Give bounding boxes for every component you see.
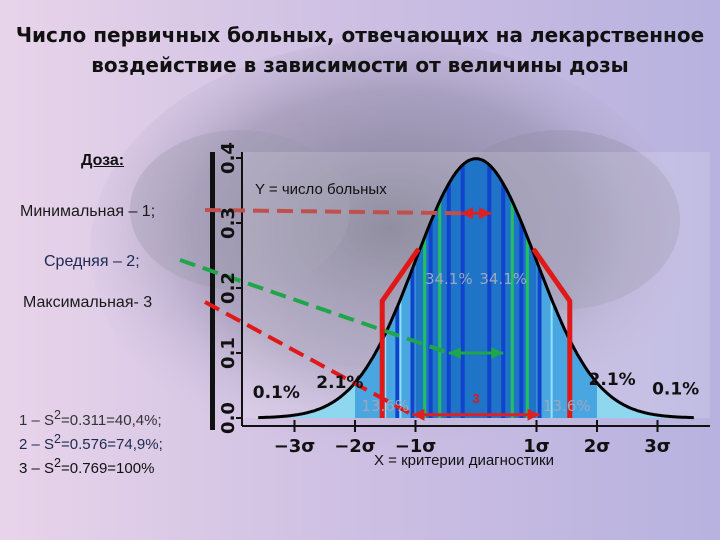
x-tick-label: −2σ (334, 436, 376, 457)
chart-title: Число первичных больных, отвечающих на л… (0, 20, 720, 80)
region-label: 13.6% (543, 397, 591, 415)
tick-labels: 0.0 0.1 0.2 0.3 0.4 −3σ −2σ −1σ 1σ 2σ 3σ (218, 142, 671, 457)
dose-maximal: Максимальная- 3 (23, 294, 153, 311)
x-tick-label: 3σ (644, 436, 671, 457)
max-dose-edge-right (531, 247, 573, 418)
y-axis-label: Y = число больных (255, 181, 387, 198)
y-tick-label: 0.0 (218, 402, 239, 434)
region-label: 2.1% (316, 373, 363, 393)
dose-lines: 3 (179, 207, 573, 421)
region-label: 34.1% (425, 270, 473, 288)
dose-medium: Средняя – 2; (44, 253, 140, 270)
dose-connector (204, 300, 414, 417)
region-label: 0.1% (652, 380, 699, 400)
y-tick-label: 0.2 (218, 272, 239, 304)
region-label: 13.6% (361, 397, 409, 415)
normal-curve (258, 157, 694, 420)
stat-row: 1 – S2=0.311=40,4%; (19, 408, 162, 429)
x-tick-label: 1σ (523, 436, 550, 457)
stat-row: 3 – S2=0.769=100% (19, 456, 155, 477)
region-labels: 0.1% 2.1% 13.6% 34.1% 34.1% 13.6% 2.1% 0.1% (253, 270, 699, 415)
arrow-head-right (527, 408, 540, 421)
max-dose-edge-left (379, 247, 421, 418)
stats-list: 1 – S2=0.311=40,4%; 2 – S2=0.576=74,9%; … (19, 406, 163, 478)
arrow-head-right (479, 207, 492, 220)
arrow-head-left (460, 207, 473, 220)
x-tick-label: 2σ (584, 436, 611, 457)
arrow-head-left (412, 408, 425, 421)
region-label: 0.1% (253, 383, 300, 403)
arrow-head-left (448, 347, 461, 359)
x-tick-label: −3σ (274, 436, 316, 457)
x-axis-label: X = критерии диагностики (374, 452, 554, 469)
arrow-head-right (491, 347, 504, 359)
stat-row: 2 – S2=0.576=74,9%; (19, 432, 163, 453)
y-tick-label: 0.1 (218, 337, 239, 369)
dose-connector (204, 208, 461, 216)
title-line-2: воздействие в зависимости от величины до… (91, 53, 629, 77)
title-line-1: Число первичных больных, отвечающих на л… (15, 23, 705, 47)
y-tick-label: 0.3 (218, 207, 239, 239)
dose-minimal: Минимальная – 1; (20, 203, 156, 220)
y-tick-label: 0.4 (218, 142, 239, 174)
region-label: 34.1% (479, 270, 527, 288)
dose-header: Доза: (81, 152, 125, 169)
dose-marker-label: 3 (472, 391, 479, 406)
x-tick-label: −1σ (395, 436, 437, 457)
left-frame-bar (210, 152, 215, 430)
region-label: 2.1% (589, 370, 636, 390)
